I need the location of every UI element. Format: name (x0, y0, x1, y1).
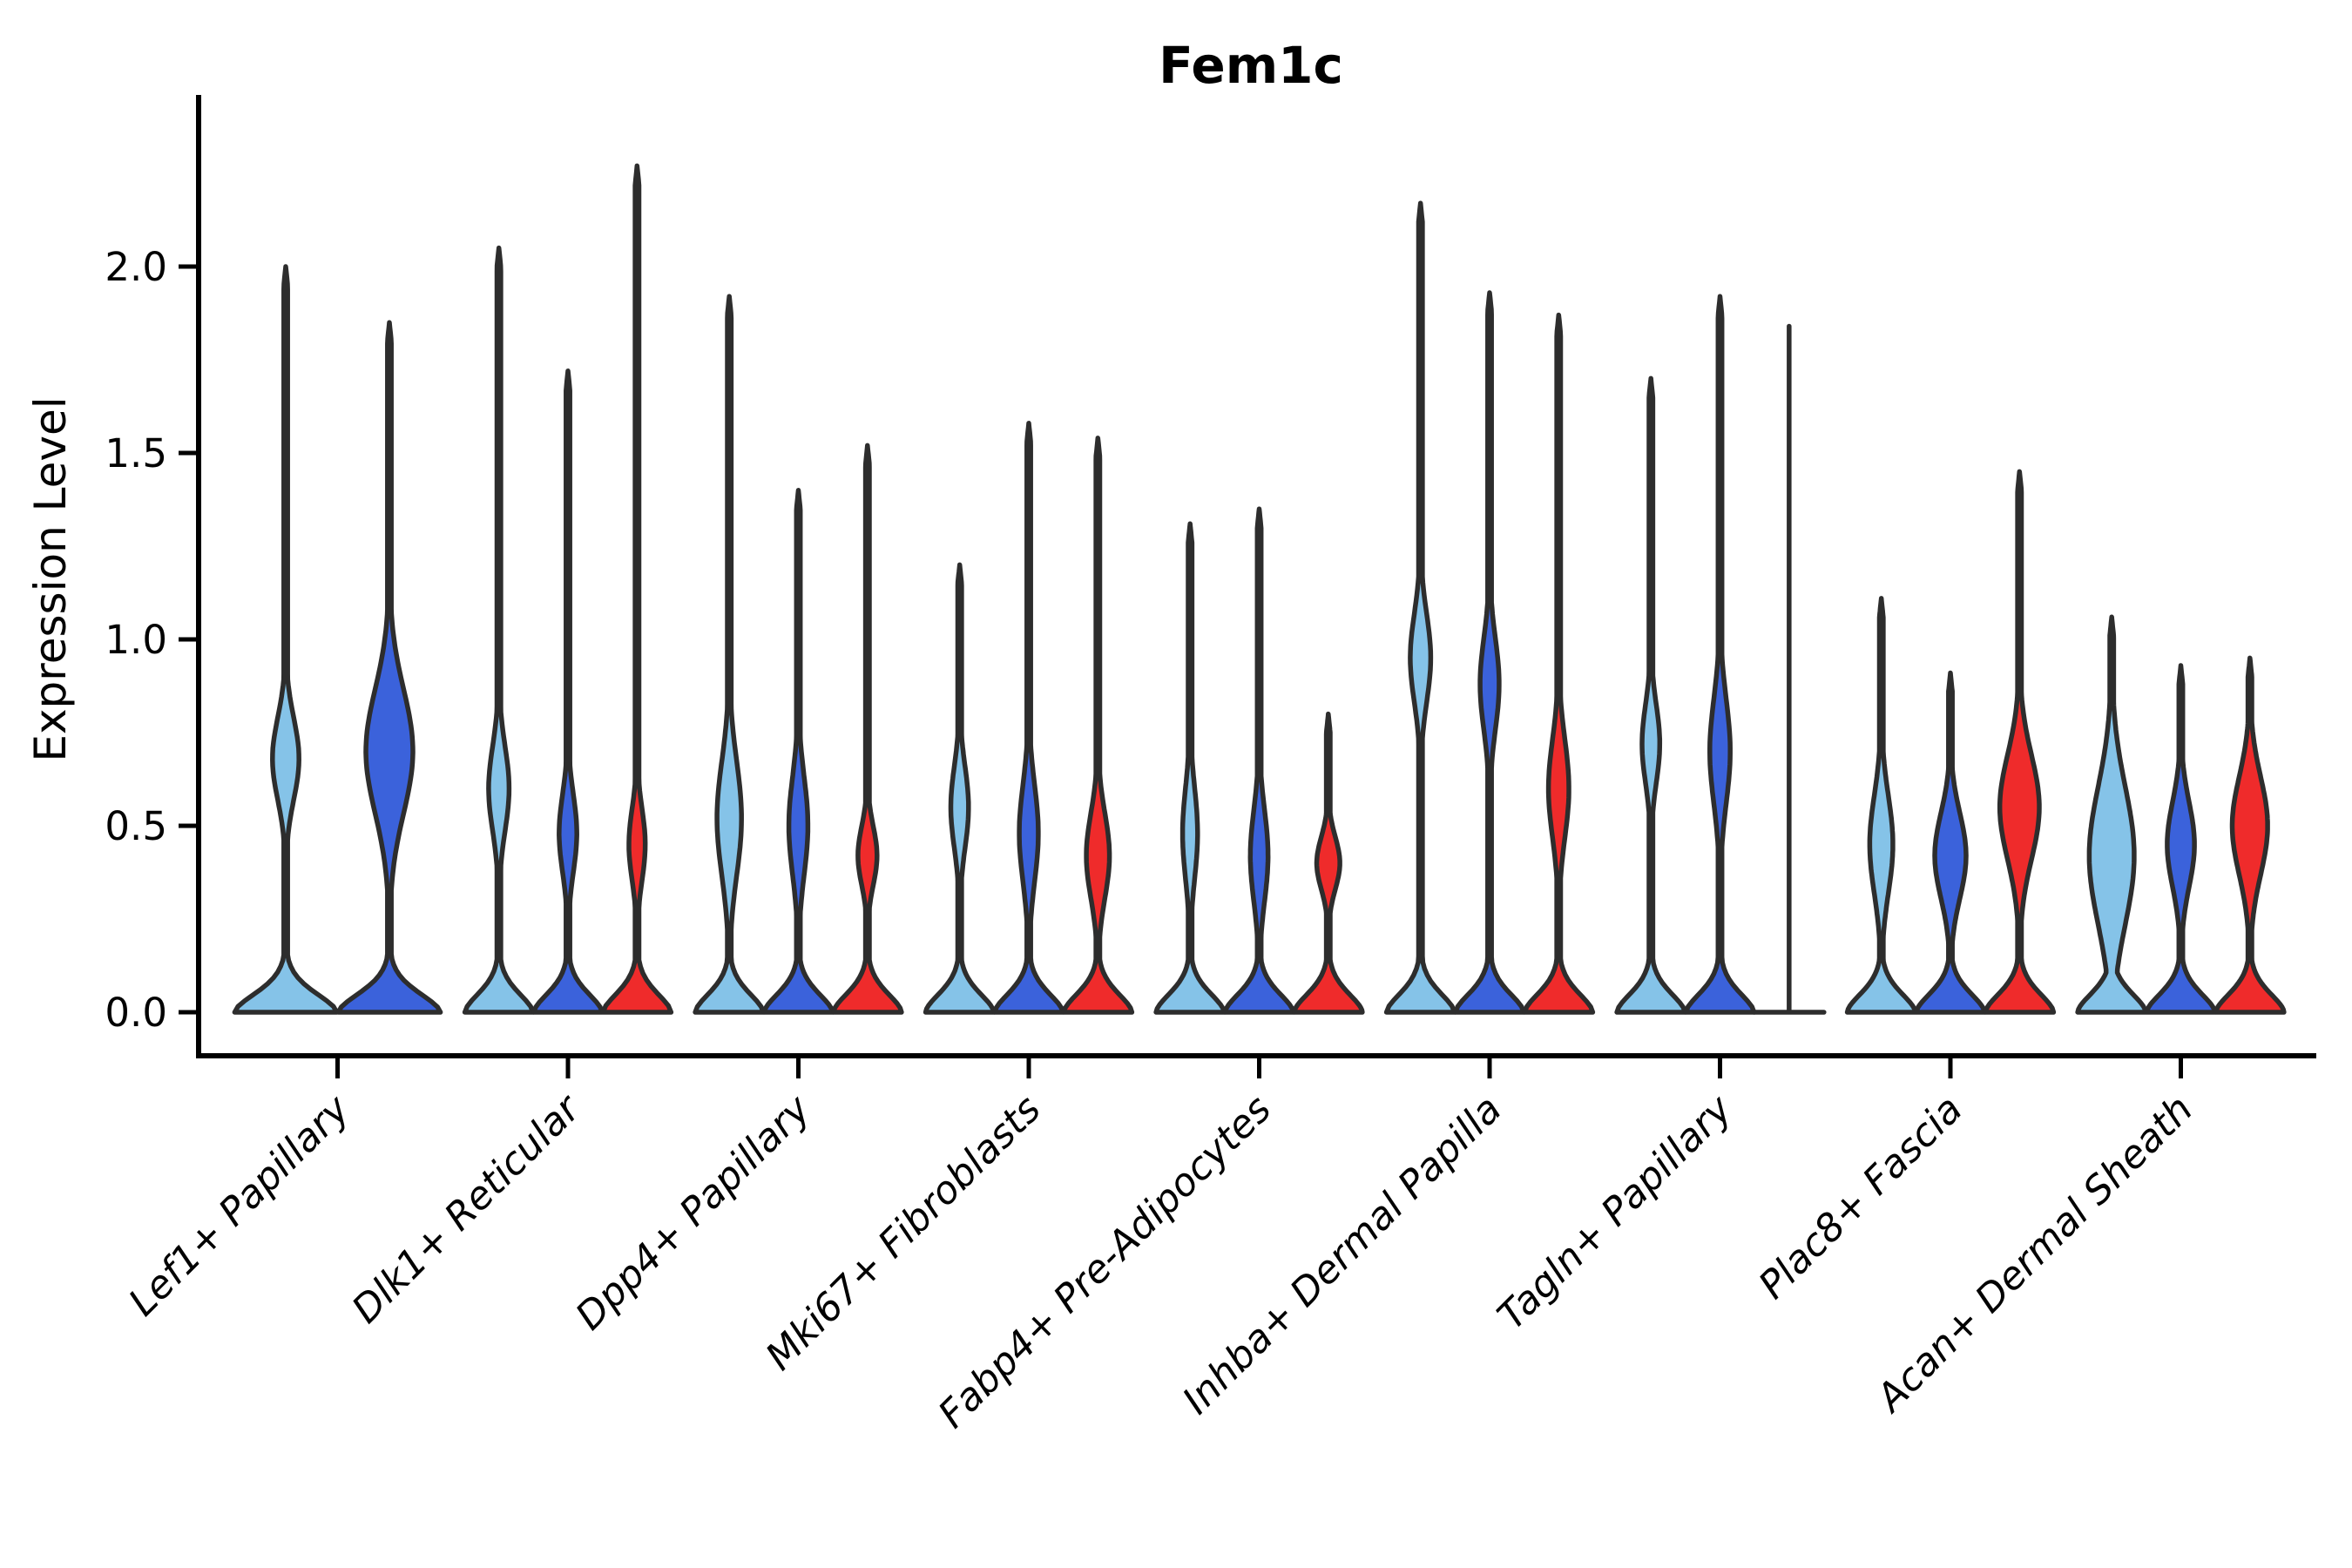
y-tick-label: 0.0 (105, 990, 167, 1036)
violin-dlk1-reticular-dark_blue (531, 368, 605, 1015)
violin-dpp4-papillary-light_blue (693, 294, 766, 1015)
violin-fabp4-pre-adipocytes-dark_blue (1222, 506, 1296, 1015)
violin-plac8-fascia-light_blue (1844, 596, 1918, 1015)
violin-tagln-papillary-dark_blue (1683, 294, 1757, 1015)
violin-lef1-papillary-dark_blue (335, 320, 443, 1015)
violin-tagln-papillary-light_blue (1614, 375, 1687, 1015)
violin-group-tagln-papillary (1614, 294, 1827, 1015)
violin-dlk1-reticular-light_blue (462, 245, 536, 1015)
violin-group-fabp4-pre-adipocytes (1153, 506, 1365, 1015)
violin-mki67-fibroblasts-light_blue (923, 562, 997, 1015)
y-tick-label: 1.5 (105, 430, 167, 476)
violin-acan-dermal-sheath-dark_blue (2144, 663, 2218, 1015)
violin-acan-dermal-sheath-red (2213, 655, 2287, 1015)
violin-lef1-papillary-light_blue (232, 264, 340, 1015)
violin-inhba-dermal-papilla-red (1522, 312, 1596, 1015)
axis-spines (196, 95, 2316, 1058)
violin-inhba-dermal-papilla-light_blue (1383, 200, 1457, 1015)
x-category-label: Dlk1+ Reticular (343, 1085, 590, 1332)
x-category-label: Dpp4+ Papillary (567, 1086, 820, 1339)
y-tick-label: 2.0 (105, 244, 167, 290)
violin-group-plac8-fascia (1844, 469, 2057, 1015)
x-category-label: Tagln+ Papillary (1490, 1086, 1741, 1338)
x-category-label: Plac8+ Fascia (1750, 1087, 1970, 1308)
y-axis-label: Expression Level (25, 396, 76, 761)
violin-dpp4-papillary-red (831, 443, 904, 1015)
x-category-label: Lef1+ Papillary (120, 1086, 359, 1325)
violin-group-lef1-papillary (232, 264, 443, 1015)
violin-mki67-fibroblasts-dark_blue (992, 421, 1065, 1015)
chart-title: Fem1c (1159, 36, 1343, 95)
y-tick-label: 0.5 (105, 803, 167, 849)
violin-group-acan-dermal-sheath (2075, 614, 2287, 1015)
violin-group-inhba-dermal-papilla (1383, 200, 1596, 1015)
violin-fabp4-pre-adipocytes-light_blue (1153, 521, 1227, 1015)
violin-plac8-fascia-dark_blue (1914, 670, 1987, 1015)
violin-fabp4-pre-adipocytes-red (1292, 711, 1365, 1015)
violin-plac8-fascia-red (1983, 469, 2057, 1015)
y-tick-label: 1.0 (105, 617, 167, 663)
violin-dlk1-reticular-red (600, 163, 674, 1015)
violin-group-dpp4-papillary (693, 294, 904, 1015)
violin-inhba-dermal-papilla-dark_blue (1453, 290, 1526, 1015)
violin-group-mki67-fibroblasts (923, 421, 1135, 1015)
violin-group-dlk1-reticular (462, 163, 674, 1015)
violin-mki67-fibroblasts-red (1061, 436, 1135, 1015)
violin-tagln-papillary-red (1752, 323, 1827, 1015)
violin-acan-dermal-sheath-light_blue (2075, 614, 2148, 1015)
violin-dpp4-papillary-dark_blue (761, 488, 835, 1015)
